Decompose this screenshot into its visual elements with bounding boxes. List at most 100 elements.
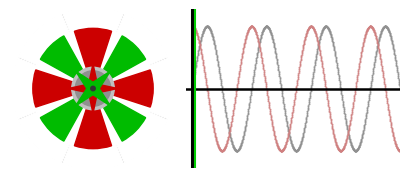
Point [212,136,219,139]
Point [284,136,291,139]
Point [378,31,384,33]
Point [270,38,276,41]
Point [316,45,322,48]
Point [281,146,288,149]
Point [338,149,344,152]
Point [259,58,265,61]
Point [343,120,349,123]
Point [352,90,358,93]
Point [337,149,343,152]
Point [358,138,364,141]
Point [216,69,222,72]
Point [213,50,219,53]
Point [212,48,219,51]
Point [376,35,383,38]
Point [332,138,338,140]
Point [204,25,210,28]
Point [195,51,201,54]
Point [216,67,222,70]
Point [294,149,300,152]
Point [375,47,382,50]
Point [193,30,199,33]
Point [327,33,334,35]
Point [319,28,326,31]
Point [230,146,237,149]
Point [230,111,236,113]
Point [326,28,332,31]
Point [333,142,339,145]
Point [345,132,351,135]
Point [224,138,231,141]
Point [208,116,215,119]
Point [369,27,376,29]
Point [193,61,200,64]
Point [340,147,346,150]
Point [309,78,316,81]
Point [248,25,254,28]
Point [359,133,366,135]
Point [286,130,292,133]
Point [256,47,263,50]
Point [376,39,382,42]
Point [248,25,254,28]
Point [366,98,372,100]
Point [280,148,287,150]
Point [299,49,306,52]
Point [270,127,276,130]
Point [342,119,349,122]
Point [263,84,269,87]
Point [338,93,345,95]
Point [236,69,243,72]
Point [365,26,372,29]
Point [192,27,198,30]
Point [298,139,305,142]
Point [259,59,265,62]
Point [360,131,366,134]
Point [197,46,204,49]
Point [371,31,378,34]
Point [309,78,316,81]
Point [339,149,345,152]
Point [329,128,336,131]
Point [339,95,345,98]
Point [324,95,330,97]
Point [304,112,310,115]
Point [327,115,333,118]
Point [225,136,232,138]
Point [323,90,330,93]
Point [294,149,301,152]
Point [276,71,282,74]
Point [264,25,271,28]
Point [395,148,400,150]
Point [328,124,335,126]
Point [275,66,281,69]
Point [248,25,254,28]
Point [334,146,341,149]
Point [379,69,386,72]
Point [346,123,353,126]
Point [379,66,385,69]
Point [189,85,196,88]
Point [275,145,281,148]
Point [243,119,250,122]
Point [290,147,297,150]
Point [216,146,222,149]
Point [196,45,202,48]
Point [294,82,300,85]
Point [373,50,380,53]
Point [313,56,319,59]
Point [291,102,297,104]
Wedge shape [116,14,168,65]
Point [284,121,290,124]
Point [252,29,258,32]
Point [333,58,339,61]
Point [394,66,400,68]
Point [327,32,334,35]
Point [288,119,294,122]
Point [192,27,198,30]
Point [302,38,308,41]
Point [249,84,255,87]
Point [391,139,398,142]
Point [345,132,351,135]
Point [278,149,284,152]
